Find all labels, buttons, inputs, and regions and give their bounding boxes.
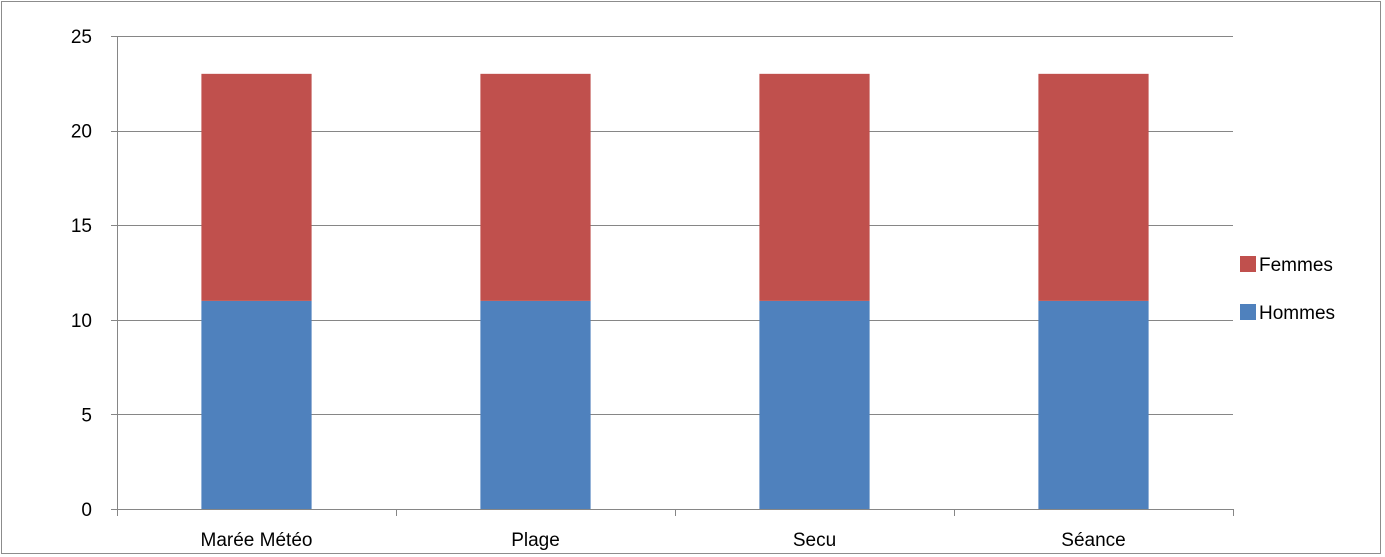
x-tick-label: Séance [1061,530,1125,551]
legend-label-hommes: Hommes [1259,303,1335,324]
legend: Femmes Hommes [1240,255,1335,324]
bar-femmes-1 [480,73,591,301]
x-tick-label: Marée Météo [201,530,313,551]
bar-femmes-0 [201,73,312,301]
bar-femmes-2 [759,73,870,301]
bars [201,73,1149,509]
y-tick-label: 5 [81,405,92,426]
y-tick-label: 0 [81,500,92,521]
legend-label-femmes: Femmes [1259,255,1333,276]
bar-femmes-3 [1038,73,1149,301]
legend-swatch-femmes [1240,256,1256,272]
legend-swatch-hommes [1240,304,1256,320]
y-tick-label: 20 [71,122,92,143]
y-tick-label: 15 [71,216,92,237]
x-tick-label: Secu [793,530,836,551]
bar-hommes-2 [759,300,870,509]
y-tick-label: 10 [71,311,92,332]
x-tick-label: Plage [511,530,560,551]
bar-hommes-1 [480,300,591,509]
axes: 0 5 10 15 20 25 Marée Météo Plage Secu Séance [71,27,1234,551]
bar-hommes-0 [201,300,312,509]
y-tick-label: 25 [71,27,92,48]
bar-hommes-3 [1038,300,1149,509]
